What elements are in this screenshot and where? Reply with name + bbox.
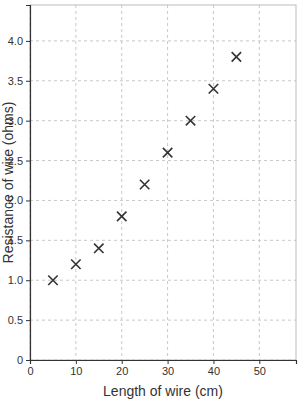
point [117,212,126,221]
grid-line-y [30,280,296,281]
x-tick-label: 30 [162,365,174,377]
x-tick-mark [76,360,77,364]
x-tick: 10 [70,360,82,377]
y-axis-line [26,6,31,361]
x-tick-label: 0 [27,365,33,377]
y-tick-mark [26,320,30,321]
y-tick-mark [26,121,30,122]
points [48,52,241,285]
grid-line-x [121,5,122,360]
grid-line-y [30,40,296,41]
grid-line-x [167,5,168,360]
x-tick-label: 50 [254,365,266,377]
x-axis: 0 10 20 30 40 50 [27,360,296,377]
grid-line-x [213,5,214,360]
y-tick-mark [26,280,30,281]
y-axis-title: Resistance of wire (ohms) [0,102,16,264]
point [71,260,80,269]
x-axis-title: Length of wire (cm) [103,383,223,399]
x-axis-line [31,361,297,365]
chart: 0102030405000.51.01.52.02.53.03.54.0Leng… [0,0,304,408]
x-tick-label: 20 [116,365,128,377]
y-tick: 4.0 [8,35,30,47]
y-tick-mark [26,200,30,201]
point [94,244,103,253]
point [140,180,149,189]
grid-line-x [75,5,76,360]
y-tick-label: 1.0 [8,274,23,286]
y-tick-label: 0.5 [8,314,23,326]
x-tick-label: 40 [208,365,220,377]
x-tick: 30 [162,360,174,377]
point [209,84,218,93]
grid [30,5,296,360]
x-tick: 0 [27,360,33,377]
x-tick-mark [168,360,169,364]
y-tick: 0.5 [8,314,30,326]
x-tick: 40 [208,360,220,377]
y-tick-mark [26,240,30,241]
y-tick: 1.0 [8,274,30,286]
point [163,148,172,157]
x-tick: 20 [116,360,128,377]
plot-frame [30,5,296,360]
grid-line-y [30,80,296,81]
x-tick-mark [259,360,260,364]
point [186,116,195,125]
y-tick-label: 3.5 [8,75,23,87]
y-tick: 3.5 [8,75,30,87]
y-tick-label: 4.0 [8,35,23,47]
x-tick-mark [122,360,123,364]
grid-line-x [259,5,260,360]
x-tick-mark [213,360,214,364]
grid-line-y [30,200,296,201]
y-tick-label: 0 [17,354,23,366]
point [232,52,241,61]
plot: 0102030405000.51.01.52.02.53.03.54.0 [8,5,297,377]
grid-line-y [30,240,296,241]
y-tick: 0 [17,354,30,366]
grid-line-y [30,320,296,321]
y-tick-mark [26,41,30,42]
x-tick: 50 [254,360,266,377]
point [48,275,57,284]
y-tick-mark [26,161,30,162]
x-tick-label: 10 [70,365,82,377]
grid-line-y [30,120,296,121]
y-tick-mark [26,360,30,361]
grid-line-y [30,160,296,161]
y-tick-mark [26,81,30,82]
